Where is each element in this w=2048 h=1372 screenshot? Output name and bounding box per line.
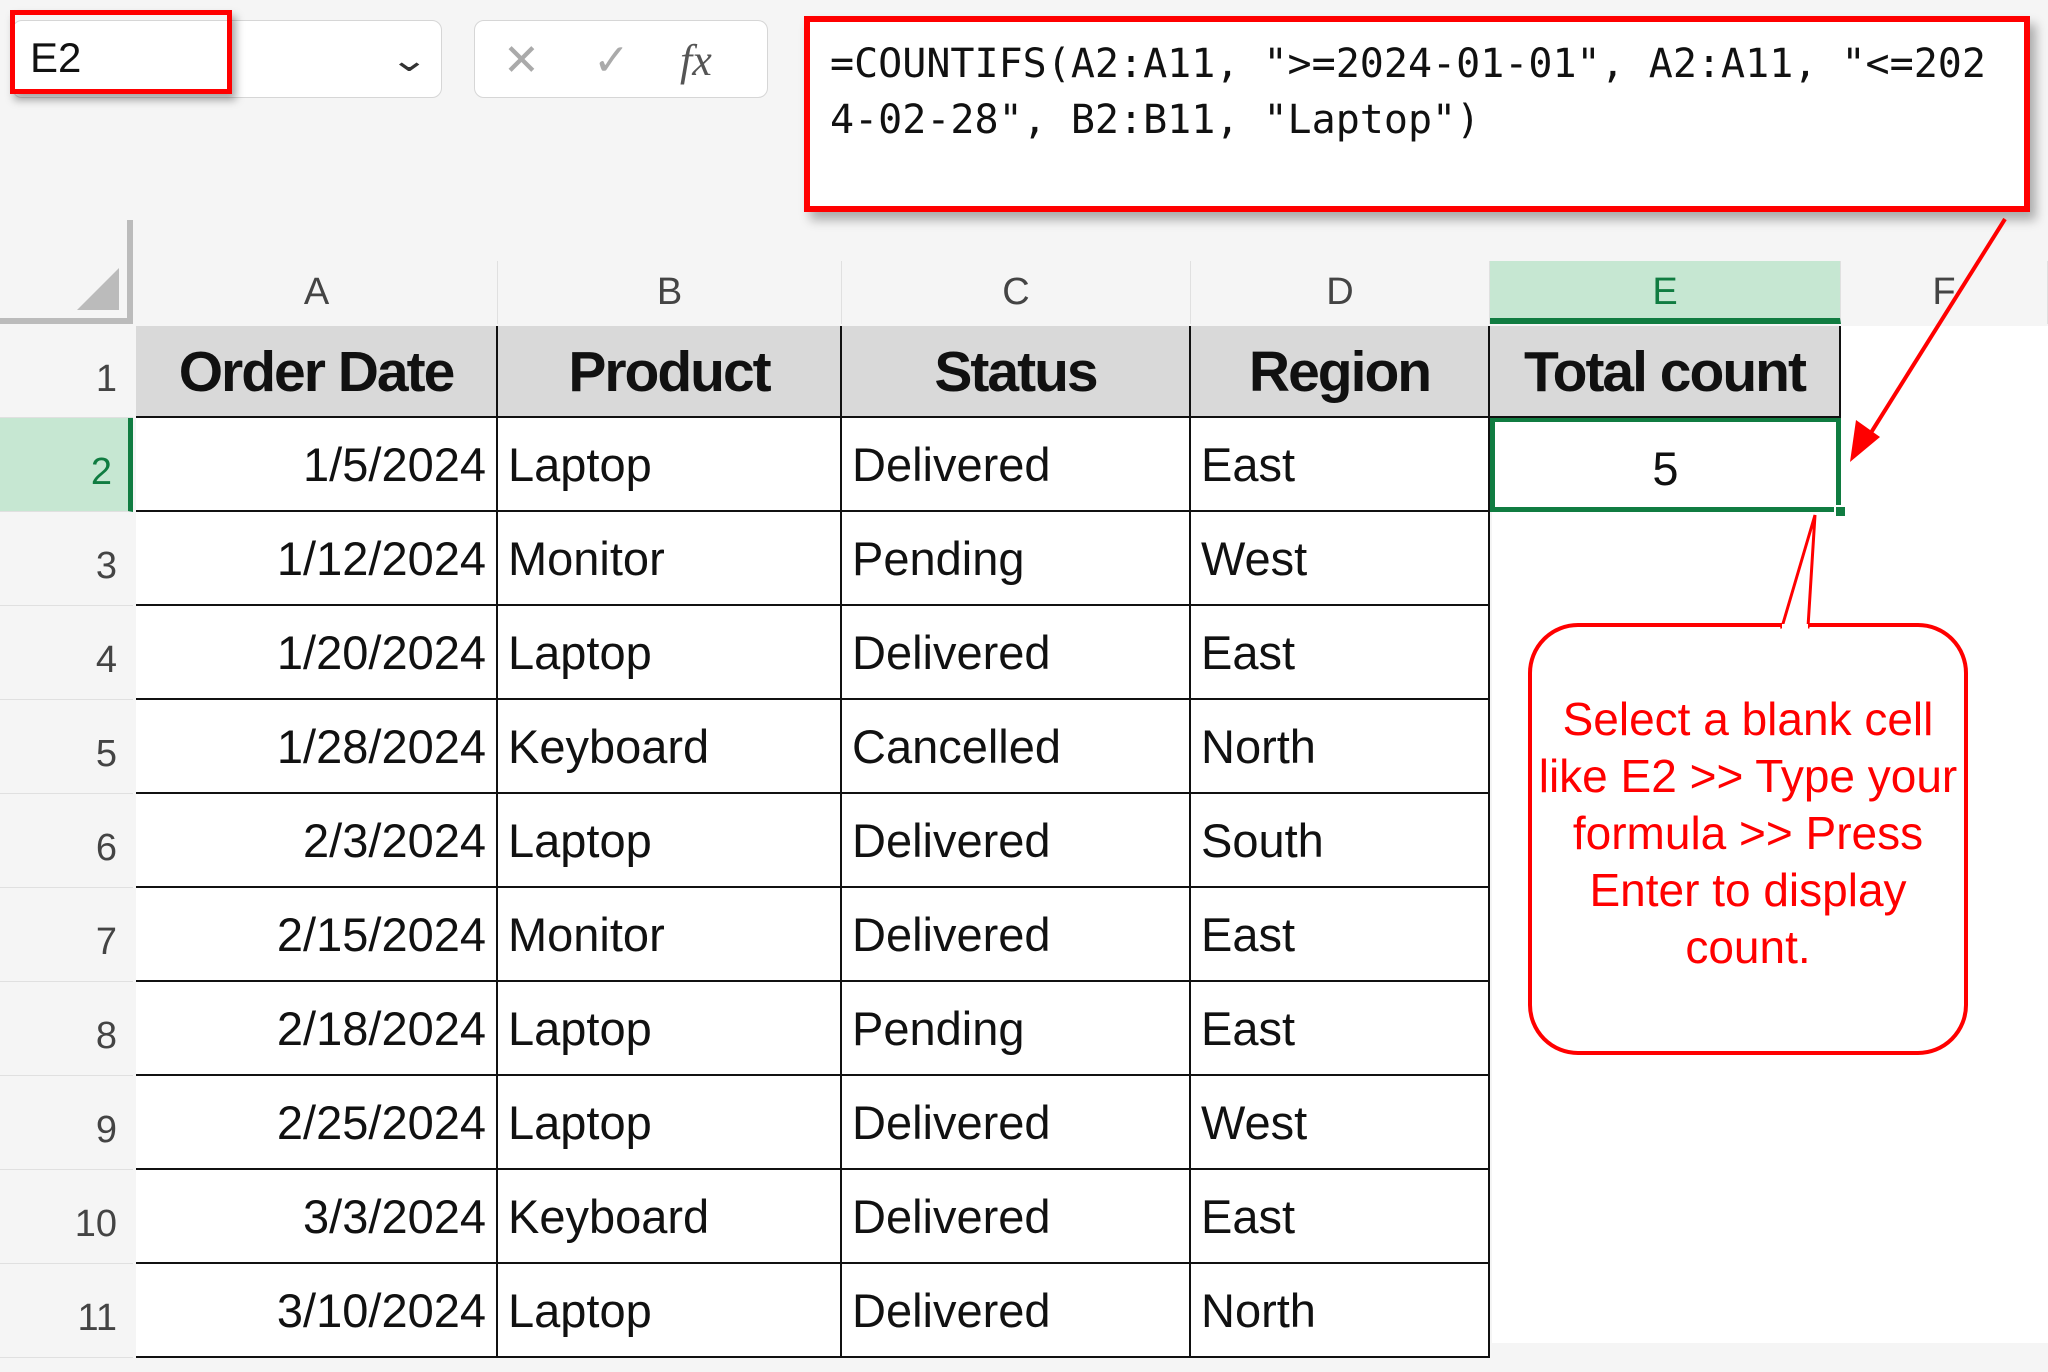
row-header-3[interactable]: 3: [0, 512, 133, 606]
table-cell[interactable]: South: [1191, 794, 1490, 888]
table-cell[interactable]: Pending: [842, 982, 1191, 1076]
fx-icon[interactable]: fx: [680, 36, 712, 85]
annotation-layer: [1850, 217, 2007, 462]
table-cell[interactable]: 1/20/2024: [136, 606, 498, 700]
table-cell[interactable]: Delivered: [842, 606, 1191, 700]
formula-buttons: ✕ ✓ fx: [474, 20, 768, 98]
name-box-value: E2: [30, 34, 82, 81]
row-header-9[interactable]: 9: [0, 1076, 133, 1170]
table-cell[interactable]: East: [1191, 418, 1490, 512]
check-icon[interactable]: ✓: [593, 36, 630, 85]
table-cell[interactable]: Delivered: [842, 1076, 1191, 1170]
column-header-e[interactable]: E: [1490, 261, 1841, 324]
row-header-10[interactable]: 10: [0, 1170, 133, 1264]
table-cell[interactable]: Keyboard: [498, 1170, 842, 1264]
row-header-2[interactable]: 2: [0, 418, 133, 512]
column-header-a[interactable]: A: [136, 261, 498, 324]
table-cell[interactable]: Laptop: [498, 606, 842, 700]
column-header-d[interactable]: D: [1191, 261, 1490, 324]
table-cell[interactable]: Monitor: [498, 888, 842, 982]
table-cell[interactable]: East: [1191, 888, 1490, 982]
table-cell[interactable]: 2/3/2024: [136, 794, 498, 888]
table-cell[interactable]: Laptop: [498, 1076, 842, 1170]
select-all-triangle-icon: [77, 268, 119, 310]
table-cell[interactable]: Keyboard: [498, 700, 842, 794]
header-cell[interactable]: Product: [498, 326, 842, 418]
table-cell[interactable]: 2/15/2024: [136, 888, 498, 982]
instruction-callout: Select a blank cell like E2 >> Type your…: [1528, 623, 1968, 1055]
table-cell[interactable]: Laptop: [498, 418, 842, 512]
table-cell[interactable]: North: [1191, 700, 1490, 794]
table-cell[interactable]: Pending: [842, 512, 1191, 606]
table-cell[interactable]: 2/18/2024: [136, 982, 498, 1076]
column-header-b[interactable]: B: [498, 261, 842, 324]
table-cell[interactable]: West: [1191, 512, 1490, 606]
table-cell[interactable]: 1/12/2024: [136, 512, 498, 606]
row-header-8[interactable]: 8: [0, 982, 133, 1076]
row-header-4[interactable]: 4: [0, 606, 133, 700]
table-cell[interactable]: Delivered: [842, 888, 1191, 982]
table-cell[interactable]: 1/5/2024: [136, 418, 498, 512]
chevron-down-icon[interactable]: ⌄: [389, 41, 430, 79]
arrow-head-icon: [1850, 420, 1880, 462]
formula-input[interactable]: =COUNTIFS(A2:A11, ">=2024-01-01", A2:A11…: [804, 16, 2030, 212]
name-box-highlight: [10, 10, 232, 94]
row-header-1[interactable]: 1: [0, 326, 133, 418]
table-cell[interactable]: 3/10/2024: [136, 1264, 498, 1358]
table-cell[interactable]: East: [1191, 606, 1490, 700]
result-cell-e2[interactable]: 5: [1490, 418, 1841, 512]
column-header-c[interactable]: C: [842, 261, 1191, 324]
empty-area-f: [1841, 326, 2048, 516]
table-cell[interactable]: Delivered: [842, 794, 1191, 888]
header-cell[interactable]: Order Date: [136, 326, 498, 418]
table-cell[interactable]: 3/3/2024: [136, 1170, 498, 1264]
table-cell[interactable]: Laptop: [498, 794, 842, 888]
header-cell[interactable]: Total count: [1490, 326, 1841, 418]
pointer-arrow-line: [1860, 217, 2007, 449]
table-cell[interactable]: North: [1191, 1264, 1490, 1358]
cancel-icon[interactable]: ✕: [503, 36, 540, 85]
fill-handle[interactable]: [1834, 505, 1847, 518]
header-cell[interactable]: Status: [842, 326, 1191, 418]
header-cell[interactable]: Region: [1191, 326, 1490, 418]
table-cell[interactable]: West: [1191, 1076, 1490, 1170]
row-header-11[interactable]: 11: [0, 1264, 133, 1358]
table-cell[interactable]: Cancelled: [842, 700, 1191, 794]
row-header-5[interactable]: 5: [0, 700, 133, 794]
table-cell[interactable]: East: [1191, 982, 1490, 1076]
table-cell[interactable]: 1/28/2024: [136, 700, 498, 794]
row-header-6[interactable]: 6: [0, 794, 133, 888]
table-cell[interactable]: Monitor: [498, 512, 842, 606]
callout-tail: [1779, 514, 1817, 629]
table-cell[interactable]: East: [1191, 1170, 1490, 1264]
column-header-f[interactable]: F: [1841, 261, 2048, 324]
row-header-7[interactable]: 7: [0, 888, 133, 982]
callout-pointer: [1779, 514, 1817, 630]
table-cell[interactable]: Delivered: [842, 418, 1191, 512]
select-all-button[interactable]: [0, 220, 133, 324]
table-cell[interactable]: Laptop: [498, 982, 842, 1076]
table-cell[interactable]: Delivered: [842, 1170, 1191, 1264]
table-cell[interactable]: 2/25/2024: [136, 1076, 498, 1170]
